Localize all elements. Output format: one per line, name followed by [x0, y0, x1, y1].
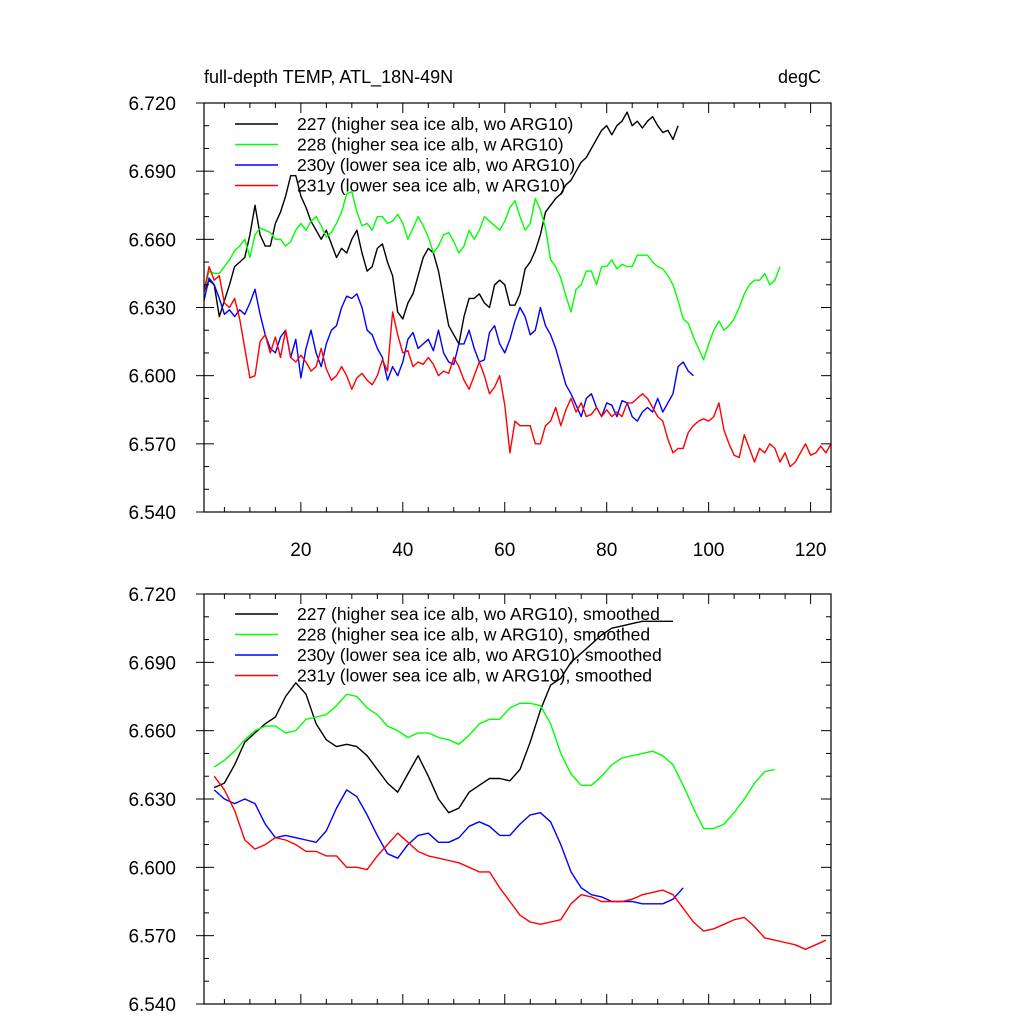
y-tick-label: 6.630: [128, 299, 176, 320]
y-tick-label: 6.600: [128, 858, 176, 879]
y-tick-label: 6.660: [128, 722, 176, 743]
chart-units: degC: [778, 67, 821, 87]
legend-label: 231y (lower sea ice alb, w ARG10): [297, 176, 565, 196]
x-tick-label: 80: [596, 540, 617, 561]
y-tick-label: 6.690: [128, 162, 176, 183]
series-line-2: [213, 789, 684, 905]
y-tick-label: 6.540: [128, 503, 176, 524]
series-line-2: [203, 277, 694, 422]
legend-label: 230y (lower sea ice alb, wo ARG10), smoo…: [297, 645, 662, 665]
y-tick-label: 6.570: [128, 927, 176, 948]
y-tick-label: 6.720: [128, 585, 176, 606]
x-tick-label: 120: [795, 540, 827, 561]
legend-label: 231y (lower sea ice alb, w ARG10), smoot…: [297, 666, 652, 686]
legend-label: 227 (higher sea ice alb, wo ARG10): [297, 114, 573, 134]
y-tick-label: 6.630: [128, 790, 176, 811]
x-tick-label: 40: [392, 540, 413, 561]
y-tick-label: 6.540: [128, 995, 176, 1016]
series-line-0: [203, 111, 679, 345]
plot-frame: [203, 102, 832, 513]
y-tick-label: 6.570: [128, 435, 176, 456]
bottom-panel: 6.540 6.570 6.600 6.630 6.660 6.690 6.720 227 …: [128, 585, 832, 1016]
y-tick-label: 6.600: [128, 367, 176, 388]
series-line-3: [203, 265, 832, 468]
series-line-1: [213, 693, 776, 830]
y-tick-label: 6.690: [128, 653, 176, 674]
legend-label: 227 (higher sea ice alb, wo ARG10), smoo…: [297, 604, 660, 624]
top-panel: full-depth TEMP, ATL_18N-49N degC 6.540 6…: [128, 67, 832, 561]
legend-label: 230y (lower sea ice alb, wo ARG10): [297, 155, 575, 175]
series-line-3: [213, 775, 827, 950]
legend-label: 228 (higher sea ice alb, w ARG10), smoot…: [297, 625, 650, 645]
chart-title: full-depth TEMP, ATL_18N-49N: [204, 67, 453, 88]
y-tick-label: 6.660: [128, 230, 176, 251]
legend-label: 228 (higher sea ice alb, w ARG10): [297, 135, 564, 155]
x-tick-label: 100: [693, 540, 725, 561]
series-line-1: [203, 190, 781, 361]
y-tick-label: 6.720: [128, 94, 176, 115]
x-tick-label: 20: [290, 540, 311, 561]
series-line-0: [213, 620, 673, 814]
x-tick-label: 60: [494, 540, 515, 561]
plot-frame: [203, 593, 832, 1005]
